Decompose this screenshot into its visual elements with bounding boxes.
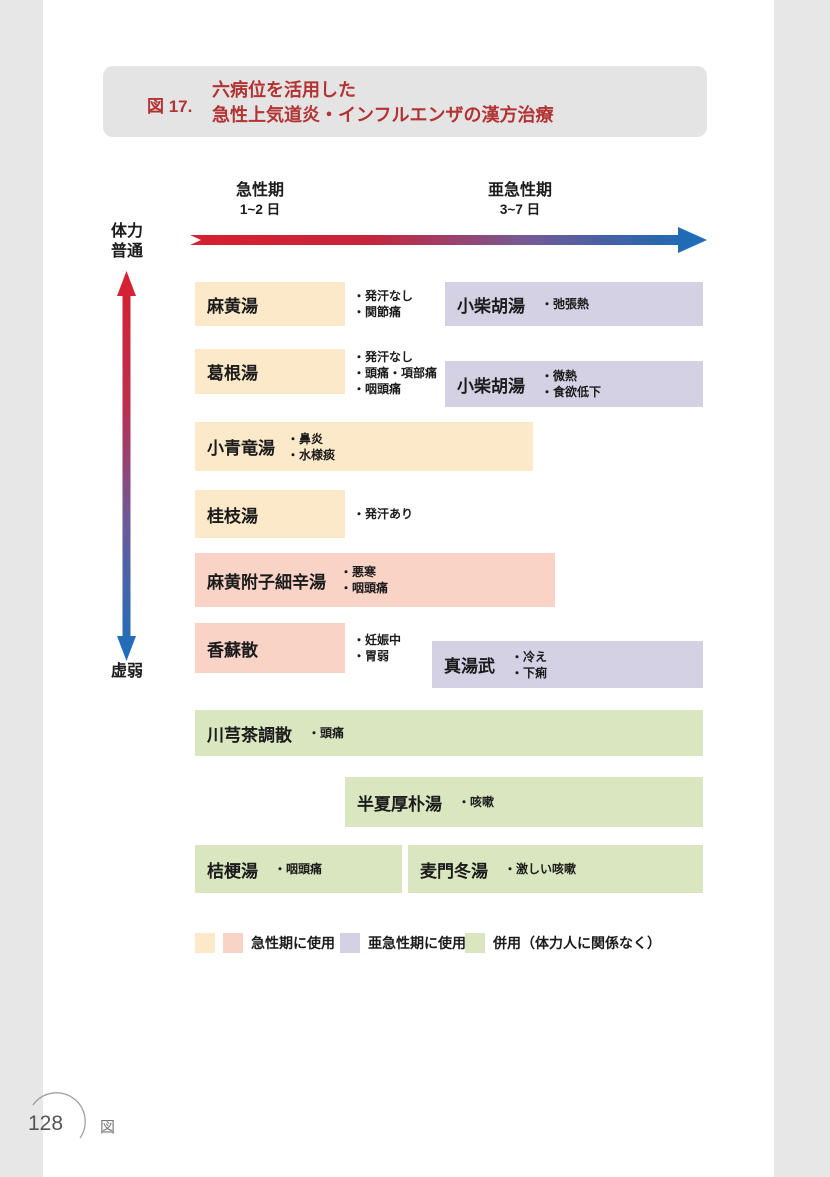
axis-top-line1: 体力 — [110, 223, 143, 240]
footer-section-mark: 図 — [100, 1119, 116, 1136]
medicine-name: 葛根湯 — [207, 364, 258, 383]
medicine-name: 真湯武 — [444, 657, 495, 676]
medicine-notes: ・頭痛 — [308, 725, 344, 741]
medicine-box-maobushisaishinto: 麻黄附子細辛湯 ・悪寒 ・咽頭痛 — [195, 553, 555, 607]
medicine-notes-kososan: ・妊娠中 ・胃弱 — [353, 623, 401, 673]
medicine-box-maouto: 麻黄湯 — [195, 282, 345, 326]
note-line: ・微熱 — [541, 369, 578, 383]
note-line: ・発汗なし — [353, 350, 414, 364]
medicine-name: 桂枝湯 — [207, 506, 258, 526]
page-number: 128 — [28, 1112, 64, 1135]
medicine-notes-kakkonto: ・発汗なし ・頭痛・項部痛 ・咽頭痛 — [353, 347, 437, 399]
medicine-name: 桔梗湯 — [207, 861, 258, 881]
medicine-notes: ・激しい咳嗽 — [504, 861, 576, 877]
phase-acute-label: 急性期 1~2 日 — [195, 181, 325, 219]
note-line: ・咽頭痛 — [340, 581, 389, 595]
figure-title-line1: 六病位を活用した — [212, 80, 356, 100]
timeline-arrow — [190, 227, 707, 253]
medicine-notes: ・咽頭痛 — [274, 861, 322, 877]
medicine-name: 小柴胡湯 — [457, 296, 525, 316]
medicine-name: 川芎茶調散 — [207, 725, 292, 745]
note-line: ・咽頭痛 — [274, 862, 323, 876]
medicine-box-shosaikoto-2: 小柴胡湯 ・微熱 ・食欲低下 — [445, 361, 703, 407]
note-line: ・悪寒 — [340, 565, 377, 579]
note-line: ・下痢 — [511, 665, 548, 680]
medicine-box-shosaikoto-1: 小柴胡湯 ・弛張熱 — [445, 282, 703, 326]
legend-label: 急性期に使用 — [251, 935, 335, 951]
phase-subacute-name: 亜急性期 — [487, 182, 552, 199]
figure-title: 六病位を活用した 急性上気道炎・インフルエンザの漢方治療 — [212, 78, 553, 128]
vitality-axis-arrow — [117, 271, 136, 661]
medicine-name: 麻黄湯 — [207, 296, 258, 316]
phase-acute-name: 急性期 — [235, 182, 284, 199]
medicine-notes: ・悪寒 ・咽頭痛 — [340, 564, 388, 596]
medicine-box-kakkonto: 葛根湯 — [195, 349, 345, 394]
medicine-box-shoseiryuto: 小青竜湯 ・鼻炎 ・水様痰 — [195, 422, 533, 471]
legend-acute: 急性期に使用 — [195, 933, 335, 953]
legend-swatch-cream — [195, 933, 215, 953]
medicine-name: 麻黄附子細辛湯 — [207, 572, 326, 592]
medicine-notes-keishito: ・発汗あり — [353, 490, 413, 538]
medicine-box-kososan: 香蘇散 — [195, 623, 345, 673]
note-line: ・咽頭痛 — [353, 382, 402, 396]
medicine-notes: ・微熱 ・食欲低下 — [541, 368, 601, 400]
note-line: ・発汗あり — [353, 507, 414, 521]
phase-subacute-label: 亜急性期 3~7 日 — [440, 181, 600, 219]
figure-header: 図 17. 六病位を活用した 急性上気道炎・インフルエンザの漢方治療 — [103, 66, 707, 137]
medicine-notes: ・咳嗽 — [458, 794, 494, 810]
legend-label: 併用（体力人に関係なく） — [493, 935, 661, 951]
medicine-notes: ・冷え ・下痢 — [511, 649, 547, 681]
legend-swatch-pink — [223, 933, 243, 953]
axis-top-line2: 普通 — [110, 243, 143, 260]
axis-bottom-label: 虚弱 — [110, 663, 143, 680]
medicine-box-shinbuto: 真湯武 ・冷え ・下痢 — [432, 641, 703, 688]
medicine-name: 小柴胡湯 — [457, 376, 525, 396]
medicine-name: 小青竜湯 — [207, 439, 275, 458]
figure-number: 図 17. — [147, 97, 193, 116]
phase-subacute-days: 3~7 日 — [499, 202, 541, 217]
note-line: ・発汗なし — [353, 289, 414, 303]
note-line: ・鼻炎 — [287, 431, 324, 446]
phase-acute-days: 1~2 日 — [239, 202, 281, 217]
medicine-box-keishito: 桂枝湯 — [195, 490, 345, 538]
legend-label: 亜急性期に使用 — [368, 935, 466, 951]
note-line: ・関節痛 — [353, 305, 402, 319]
medicine-box-kikyoto: 桔梗湯 ・咽頭痛 — [195, 845, 402, 893]
legend-swatch-green — [465, 933, 485, 953]
left-margin-strip — [0, 0, 43, 1177]
axis-top-label: 体力 普通 — [98, 222, 156, 262]
medicine-notes-maouto: ・発汗なし ・関節痛 — [353, 282, 413, 326]
note-line: ・頭痛・項部痛 — [353, 366, 438, 380]
medicine-box-hangekobokuto: 半夏厚朴湯 ・咳嗽 — [345, 777, 703, 827]
note-line: ・咳嗽 — [458, 795, 495, 809]
note-line: ・弛張熱 — [541, 297, 590, 311]
page-number-arc — [32, 1092, 86, 1139]
note-line: ・激しい咳嗽 — [504, 862, 577, 876]
note-line: ・妊娠中 — [353, 633, 402, 647]
note-line: ・水様痰 — [287, 447, 336, 462]
legend-swatch-purple — [340, 933, 360, 953]
note-line: ・冷え — [511, 649, 548, 664]
note-line: ・胃弱 — [353, 649, 390, 663]
note-line: ・食欲低下 — [541, 385, 602, 399]
medicine-notes: ・鼻炎 ・水様痰 — [287, 431, 335, 463]
legend-subacute: 亜急性期に使用 — [340, 933, 466, 953]
figure-title-line2: 急性上気道炎・インフルエンザの漢方治療 — [212, 105, 554, 125]
note-line: ・頭痛 — [308, 726, 345, 740]
medicine-name: 香蘇散 — [207, 640, 258, 660]
legend-combined: 併用（体力人に関係なく） — [465, 933, 661, 953]
medicine-name: 麦門冬湯 — [420, 861, 488, 881]
medicine-name: 半夏厚朴湯 — [357, 794, 442, 814]
medicine-box-senkyuchachosan: 川芎茶調散 ・頭痛 — [195, 710, 703, 756]
medicine-notes: ・弛張熱 — [541, 296, 589, 312]
medicine-box-bakumondoto: 麦門冬湯 ・激しい咳嗽 — [408, 845, 703, 893]
right-margin-strip — [774, 0, 830, 1177]
